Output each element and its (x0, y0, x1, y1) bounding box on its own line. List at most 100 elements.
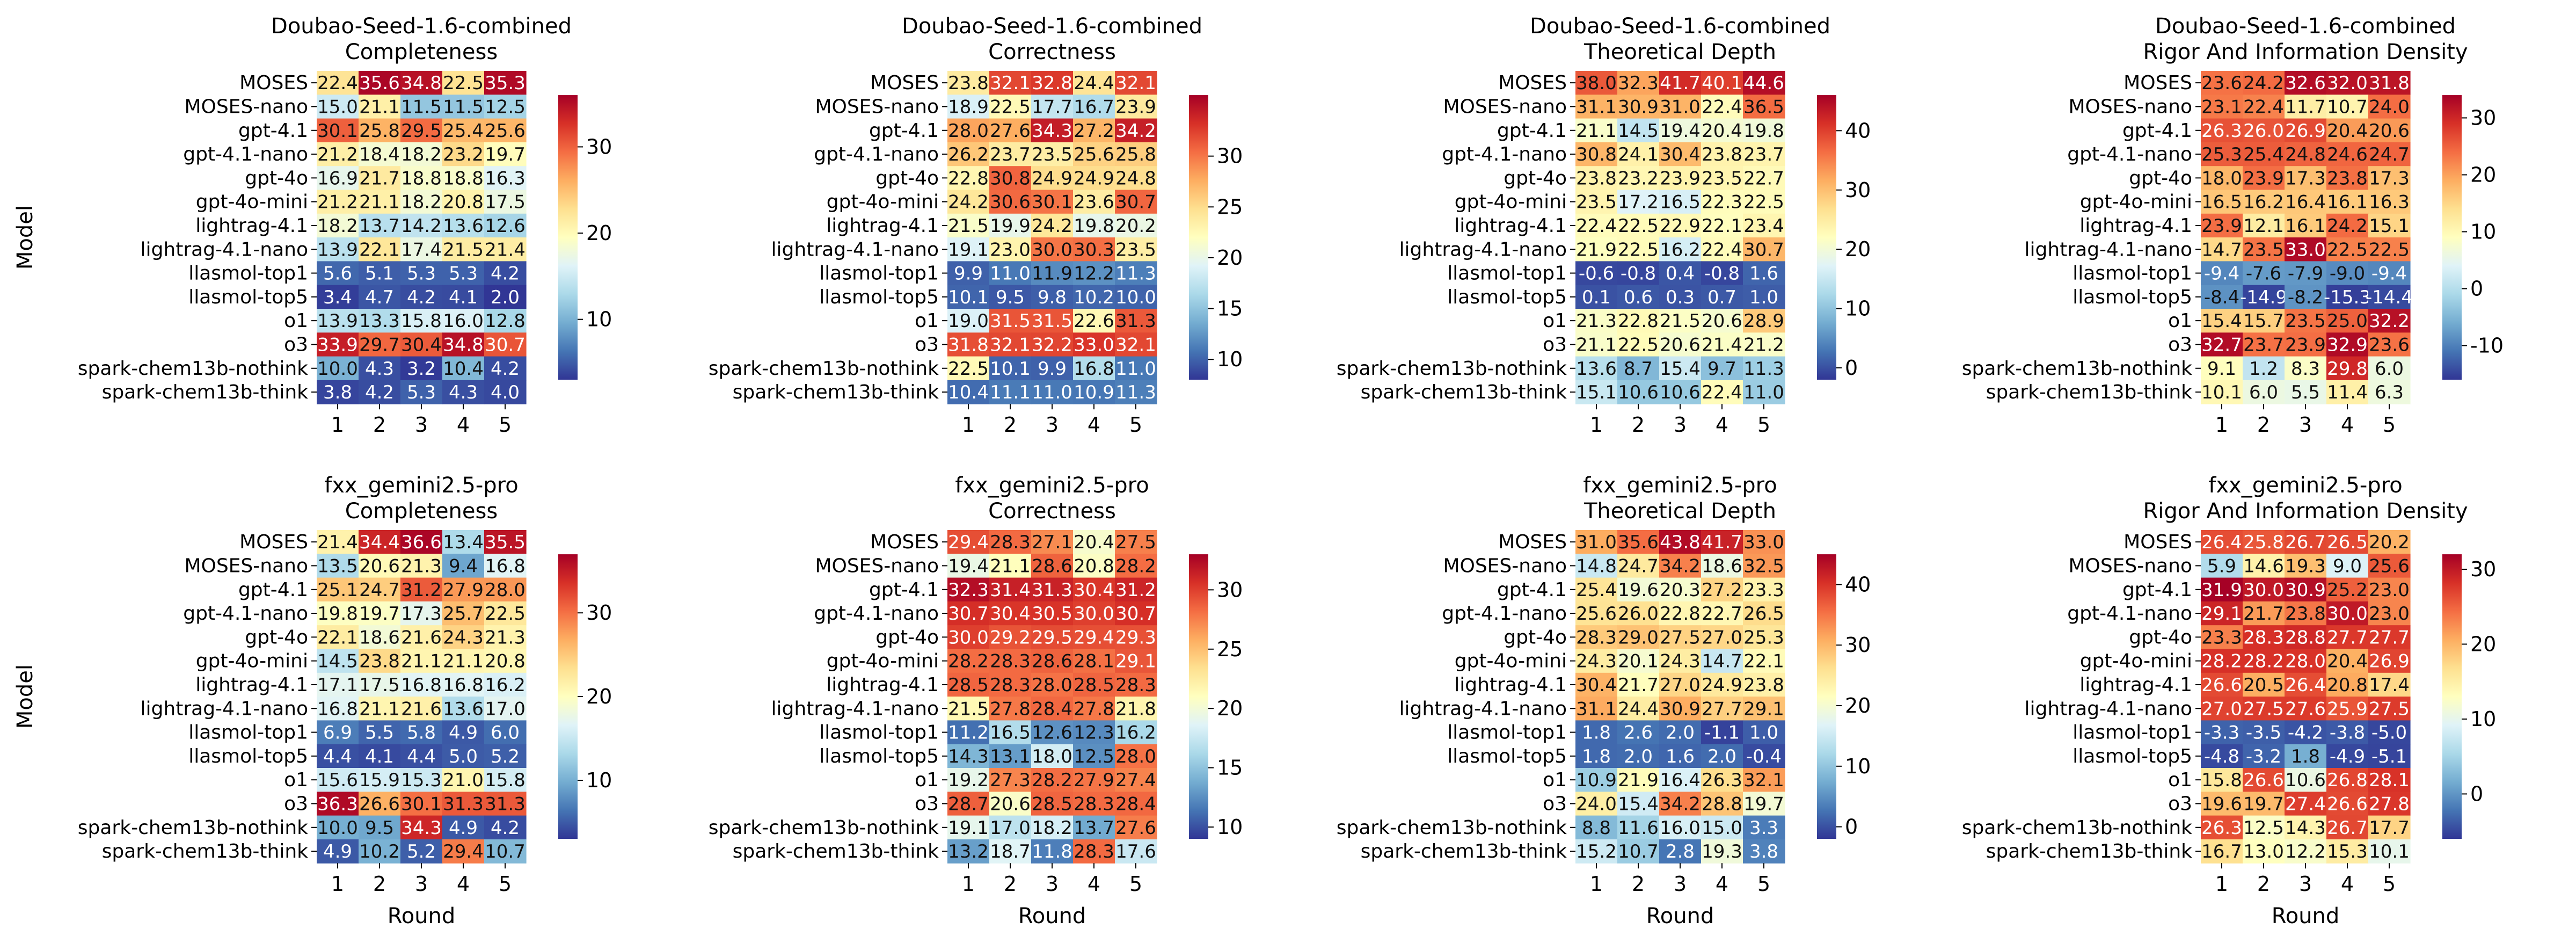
cell-value-label: 21.7 (2243, 603, 2284, 625)
cell-value-label: 29.4 (443, 841, 484, 862)
cell-value-label: 23.8 (2285, 603, 2326, 625)
heatmap-cell (1743, 649, 1785, 673)
cell-value-label: 19.8 (1743, 120, 1784, 142)
heatmap-cell (2326, 213, 2369, 238)
heatmap-cell (2201, 213, 2243, 238)
cell-value-label: -4.9 (2330, 746, 2365, 767)
panel-title: Doubao-Seed-1.6-combined (902, 14, 1202, 39)
heatmap-cell (317, 601, 359, 626)
cell-value-label: 19.7 (359, 603, 400, 625)
heatmap-cell (359, 839, 401, 864)
cell-value-label: 10.7 (2327, 96, 2368, 118)
cell-value-label: 18.0 (2201, 168, 2242, 189)
heatmap-cell (1073, 697, 1115, 721)
colorbar-tick-label: 30 (1845, 633, 1871, 657)
heatmap-cell (400, 554, 443, 578)
heatmap-cell (359, 672, 401, 697)
cell-value-label: 27.1 (1032, 532, 1072, 553)
heatmap-cell (2368, 261, 2411, 286)
column-tick-label: 5 (2383, 872, 2396, 896)
colorbar-tick-label: 30 (2470, 106, 2496, 130)
cell-value-label: 5.5 (365, 722, 394, 744)
heatmap-cell (442, 332, 485, 357)
row-tick-label: gpt-4o-mini (196, 191, 308, 213)
heatmap-cell (317, 190, 359, 214)
heatmap-cell (947, 839, 990, 864)
heatmap-cell (2326, 190, 2369, 214)
heatmap-cell (400, 95, 443, 119)
heatmap-cell (1743, 95, 1785, 119)
heatmap-cell (359, 166, 401, 191)
row-tick-label: o1 (284, 310, 308, 332)
cell-value-label: 28.3 (1074, 841, 1114, 862)
heatmap-cell (1073, 839, 1115, 864)
cell-value-label: 16.5 (990, 722, 1031, 744)
column-tick-label: 3 (1046, 413, 1059, 437)
heatmap-cell (2201, 309, 2243, 333)
heatmap-cell (484, 118, 527, 143)
heatmap-cell (2243, 356, 2285, 381)
cell-value-label: 30.0 (948, 627, 989, 648)
cell-value-label: 4.0 (491, 382, 520, 403)
heatmap-cell (1115, 744, 1157, 768)
cell-value-label: 32.9 (2327, 334, 2368, 356)
heatmap-cell (2243, 530, 2285, 554)
cell-value-label: 25.6 (485, 120, 526, 142)
heatmap-cell (1575, 649, 1618, 673)
cell-value-label: 30.5 (1032, 603, 1072, 625)
colorbar (1189, 554, 1208, 839)
cell-value-label: 31.3 (485, 793, 526, 815)
heatmap-cell (1115, 554, 1157, 578)
cell-value-label: 29.4 (1074, 627, 1114, 648)
row-tick-label: llasmol-top5 (1447, 745, 1567, 767)
cell-value-label: 15.3 (401, 770, 442, 791)
heatmap-cell (1073, 744, 1115, 768)
heatmap-cell (317, 356, 359, 381)
row-tick-label: spark-chem13b-nothink (78, 358, 308, 380)
column-tick-label: 4 (2341, 872, 2354, 896)
cell-value-label: 2.0 (1624, 746, 1653, 767)
column-tick-label: 3 (2299, 413, 2312, 437)
heatmap-cell (1659, 380, 1702, 404)
row-tick-label: gpt-4o-mini (1455, 650, 1567, 672)
column-tick-label: 5 (1757, 872, 1770, 896)
column-tick-label: 2 (1004, 872, 1017, 896)
cell-value-label: 28.4 (1032, 698, 1072, 720)
heatmap-cell (2285, 625, 2327, 650)
panel-subtitle: Completeness (345, 40, 498, 64)
heatmap-cell (947, 142, 990, 166)
cell-value-label: 3.8 (323, 382, 352, 403)
heatmap-cell (2243, 142, 2285, 166)
cell-value-label: 20.6 (1702, 310, 1742, 332)
heatmap-cell (400, 625, 443, 650)
heatmap-cell (1659, 261, 1702, 286)
heatmap-cell (2285, 166, 2327, 191)
heatmap-cell (400, 142, 443, 166)
cell-value-label: 21.8 (1115, 698, 1156, 720)
heatmap-cell (400, 839, 443, 864)
heatmap-cell (2201, 166, 2243, 191)
row-tick-label: llasmol-top5 (2073, 286, 2192, 308)
row-tick-label: lightrag-4.1 (195, 215, 308, 237)
heatmap-cell (2326, 142, 2369, 166)
cell-value-label: 1.0 (1749, 722, 1778, 744)
row-tick-label: gpt-4.1-nano (1442, 143, 1567, 165)
cell-value-label: 24.9 (1032, 168, 1072, 189)
cell-value-label: 21.4 (317, 532, 358, 553)
cell-value-label: 4.9 (323, 841, 352, 862)
cell-value-label: 31.3 (1115, 310, 1156, 332)
row-tick-label: o1 (1543, 769, 1567, 791)
cell-value-label: -3.8 (2330, 722, 2365, 744)
cell-value-label: 14.3 (948, 746, 989, 767)
cell-value-label: 22.4 (1576, 215, 1617, 237)
heatmap-cell (484, 261, 527, 286)
column-tick-label: 1 (2215, 413, 2228, 437)
cell-value-label: 13.4 (443, 532, 484, 553)
column-tick-label: 2 (1632, 872, 1645, 896)
cell-value-label: 22.4 (317, 72, 358, 94)
cell-value-label: 1.8 (1582, 722, 1611, 744)
heatmap-cell (1115, 530, 1157, 554)
cell-value-label: 21.5 (1660, 310, 1701, 332)
cell-value-label: 16.0 (443, 310, 484, 332)
cell-value-label: 15.1 (1576, 382, 1617, 403)
